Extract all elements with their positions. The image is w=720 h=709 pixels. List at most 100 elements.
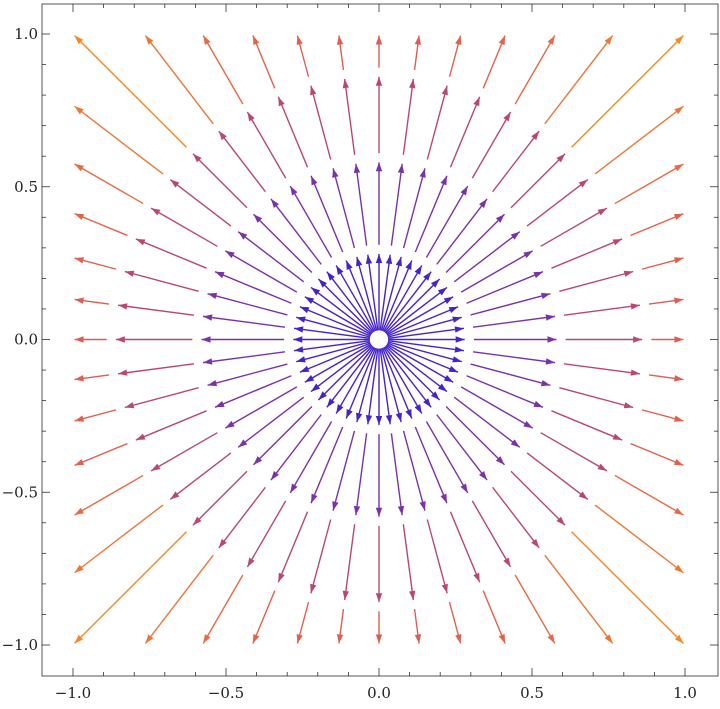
stream-arrowhead: [318, 279, 328, 288]
stream-segment: [124, 270, 199, 292]
stream-arrowhead: [124, 270, 135, 277]
stream-arrowhead: [423, 271, 432, 281]
stream-arrowhead: [430, 391, 440, 400]
stream-segment: [74, 504, 164, 574]
stream-arrowhead: [460, 186, 468, 196]
stream-arrowhead: [278, 572, 285, 583]
stream-arrowhead: [207, 292, 218, 300]
stream-segment: [384, 271, 432, 333]
stream-segment: [144, 554, 214, 644]
stream-arrowhead: [479, 470, 488, 481]
stream-arrowhead: [74, 415, 85, 422]
stream-arrowhead: [74, 459, 85, 466]
stream-arrowhead: [495, 214, 505, 223]
stream-arrowhead: [578, 491, 588, 500]
stream-arrowhead: [252, 35, 260, 46]
stream-segment: [384, 346, 432, 408]
stream-segment: [246, 111, 287, 179]
stream-arrowhead: [674, 634, 684, 644]
stream-arrowhead: [414, 35, 422, 45]
stream-segment: [470, 363, 551, 387]
stream-arrowhead: [414, 634, 422, 644]
stream-segment: [202, 35, 244, 105]
stream-arrowhead: [336, 265, 344, 275]
stream-segment: [343, 524, 356, 601]
stream-arrowhead: [547, 35, 555, 45]
stream-arrowhead: [270, 198, 279, 209]
stream-arrowhead: [353, 505, 361, 516]
stream-arrowhead: [145, 634, 154, 644]
stream-segment: [544, 554, 614, 644]
stream-segment: [471, 500, 512, 568]
stream-arrowhead: [201, 336, 211, 343]
stream-arrowhead: [74, 507, 84, 515]
stream-arrowhead: [203, 314, 213, 321]
stream-segment: [317, 345, 374, 401]
stream-arrowhead: [375, 507, 383, 517]
x-tick-label: 0.0: [367, 684, 391, 702]
stream-arrowhead: [135, 433, 146, 441]
stream-arrowhead: [336, 35, 344, 45]
stream-arrowhead: [326, 271, 335, 281]
stream-arrowhead: [498, 35, 506, 46]
stream-segment: [559, 270, 634, 292]
stream-arrowhead: [218, 538, 227, 548]
stream-arrowhead: [395, 412, 402, 423]
stream-segment: [367, 348, 379, 425]
stream-segment: [355, 433, 368, 516]
stream-segment: [118, 304, 195, 316]
stream-segment: [614, 163, 684, 205]
stream-arrowhead: [170, 491, 180, 500]
stream-segment: [460, 250, 534, 293]
stream-segment: [381, 347, 413, 419]
stream-segment: [253, 405, 313, 466]
stream-segment: [326, 271, 374, 333]
stream-arrowhead: [405, 408, 412, 419]
stream-arrowhead: [218, 131, 227, 141]
stream-segment: [356, 348, 378, 423]
stream-segment: [402, 168, 426, 249]
stream-segment: [387, 341, 462, 363]
stream-segment: [382, 265, 423, 332]
stream-segment: [74, 35, 187, 148]
stream-segment: [380, 256, 402, 331]
stream-segment: [630, 212, 684, 237]
stream-segment: [445, 213, 505, 274]
stream-arrowhead: [674, 375, 684, 382]
stream-arrowhead: [423, 398, 432, 408]
stream-segment: [425, 185, 469, 258]
stream-segment: [332, 430, 356, 511]
stream-segment: [387, 306, 459, 337]
stream-segment: [594, 504, 684, 574]
stream-arrowhead: [296, 35, 303, 46]
stream-arrowhead: [311, 383, 321, 392]
stream-arrowhead: [460, 483, 468, 493]
stream-segment: [304, 296, 372, 336]
y-tick-label: −1.0: [2, 636, 38, 654]
stream-segment: [202, 351, 286, 364]
stream-segment: [293, 327, 370, 339]
x-tick-label: 1.0: [673, 684, 697, 702]
stream-arrowhead: [578, 179, 588, 188]
stream-arrowhead: [674, 297, 684, 304]
stream-arrowhead: [203, 35, 211, 45]
stream-arrowhead: [443, 374, 454, 383]
stream-segment: [449, 96, 481, 168]
stream-segment: [310, 286, 373, 335]
stream-segment: [150, 207, 218, 247]
stream-arrowhead: [375, 634, 383, 644]
stream-arrowhead: [253, 214, 263, 223]
stream-arrowhead: [430, 279, 440, 288]
stream-arrowhead: [545, 358, 555, 365]
stream-segment: [270, 414, 322, 481]
stream-segment: [135, 238, 207, 269]
stream-arrowhead: [409, 590, 416, 600]
stream-arrowhead: [397, 163, 405, 174]
stream-segment: [224, 250, 298, 293]
stream-segment: [356, 256, 378, 331]
stream-segment: [317, 278, 374, 334]
stream-arrowhead: [296, 316, 306, 323]
stream-arrowhead: [674, 336, 684, 343]
stream-arrowhead: [278, 96, 285, 107]
stream-segment: [304, 343, 372, 383]
